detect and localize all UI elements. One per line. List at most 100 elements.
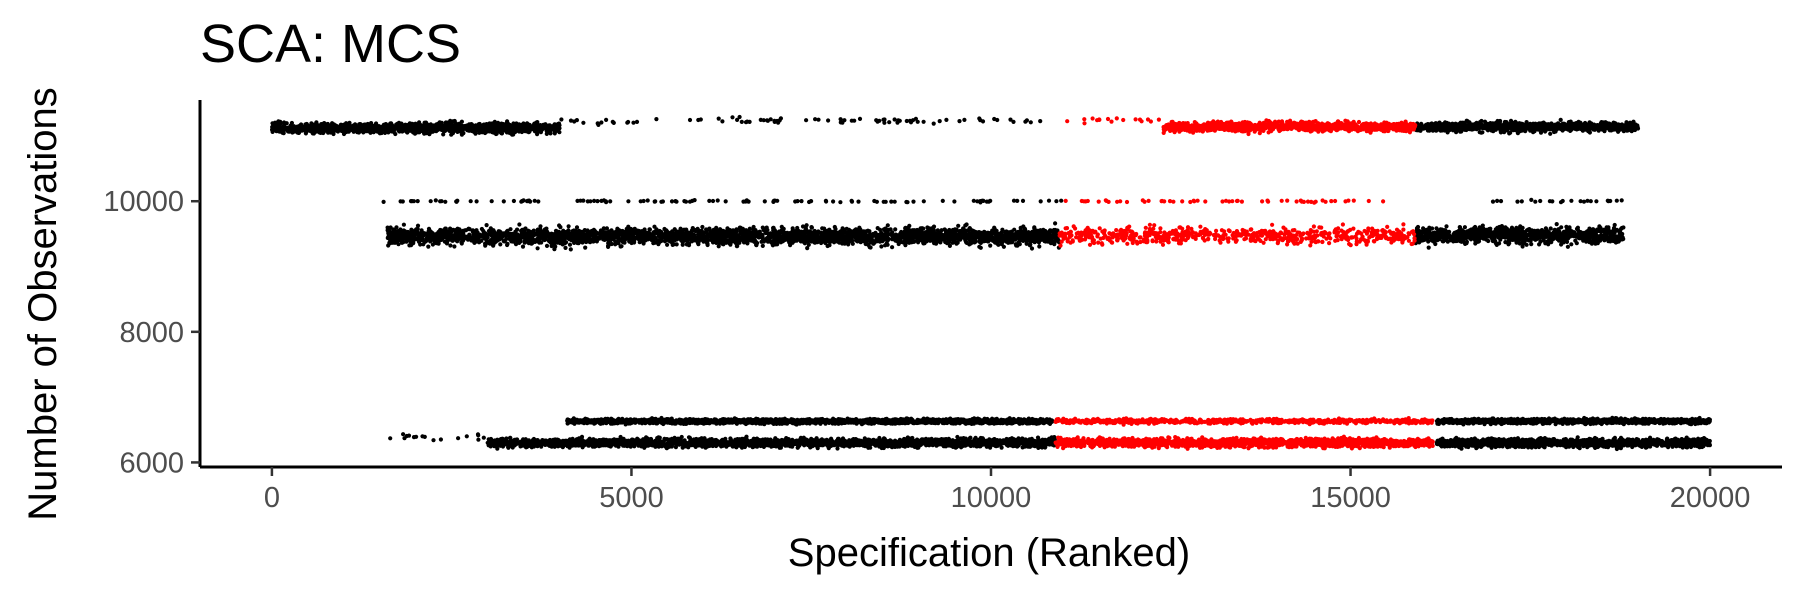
data-point — [596, 122, 601, 127]
data-point — [916, 238, 921, 243]
data-point — [1464, 124, 1469, 129]
data-point — [453, 126, 459, 131]
data-point — [1499, 126, 1504, 132]
data-point — [347, 120, 352, 125]
data-point — [1417, 127, 1422, 132]
data-point — [559, 117, 564, 122]
data-point — [436, 121, 441, 126]
data-point — [509, 239, 514, 244]
data-point — [819, 231, 824, 237]
data-point — [497, 125, 502, 130]
data-point — [472, 124, 477, 129]
data-point — [887, 120, 892, 125]
data-point — [1001, 244, 1007, 249]
data-point — [1631, 119, 1636, 124]
data-point — [458, 124, 463, 129]
data-point — [535, 120, 540, 125]
data-point — [407, 243, 412, 248]
data-point — [1598, 122, 1603, 127]
data-point — [417, 129, 422, 134]
data-point — [394, 124, 399, 129]
data-point — [324, 126, 329, 131]
data-point — [1446, 128, 1451, 133]
data-point — [433, 126, 438, 131]
y-axis-label: Number of Observations — [21, 87, 65, 521]
data-point — [476, 124, 481, 129]
data-point — [481, 128, 486, 133]
data-point — [558, 225, 563, 230]
data-point — [845, 239, 850, 244]
data-point — [838, 117, 843, 122]
data-point — [552, 123, 557, 128]
data-point — [641, 241, 646, 246]
data-point — [720, 119, 725, 124]
data-point — [896, 118, 901, 123]
data-point — [1053, 221, 1058, 226]
data-point — [1014, 243, 1019, 248]
data-point — [1568, 128, 1573, 133]
data-point — [355, 130, 360, 135]
data-point — [452, 244, 457, 249]
data-point — [1568, 119, 1573, 124]
data-point — [988, 243, 993, 248]
data-point — [687, 117, 693, 123]
data-point — [520, 244, 526, 249]
data-point — [446, 123, 451, 128]
data-point — [665, 242, 670, 247]
data-point — [1527, 124, 1532, 129]
data-point — [574, 225, 580, 230]
data-point — [977, 116, 982, 121]
data-point — [717, 228, 722, 233]
data-point — [1602, 129, 1607, 134]
data-point — [977, 244, 982, 249]
data-point — [428, 126, 433, 131]
data-point — [820, 226, 825, 231]
data-point — [1470, 124, 1475, 129]
data-point — [1439, 128, 1444, 133]
data-point — [1550, 127, 1555, 132]
data-point — [730, 115, 735, 120]
data-point — [1585, 125, 1590, 130]
data-point — [441, 132, 446, 137]
data-point — [634, 119, 640, 124]
data-point — [1016, 229, 1021, 234]
data-point — [535, 132, 540, 137]
data-point — [490, 125, 496, 130]
data-point — [662, 239, 668, 244]
data-point — [416, 239, 422, 244]
data-point — [350, 125, 355, 130]
data-point — [563, 245, 568, 250]
data-point — [1540, 125, 1545, 130]
data-point — [790, 226, 795, 231]
data-point — [826, 239, 831, 244]
data-point — [849, 118, 854, 123]
data-point — [772, 118, 777, 123]
data-point — [1491, 128, 1496, 133]
data-point — [426, 244, 431, 249]
data-point — [305, 123, 310, 128]
data-point — [535, 236, 540, 242]
data-point — [1504, 124, 1509, 129]
data-point — [314, 120, 319, 125]
data-point — [591, 239, 596, 244]
data-point — [529, 241, 534, 246]
data-point — [1563, 126, 1568, 131]
data-point — [1024, 232, 1029, 237]
data-point — [519, 228, 524, 233]
data-point — [906, 225, 911, 230]
x-axis-label: Specification (Ranked) — [788, 531, 1190, 575]
data-point — [508, 227, 513, 232]
data-point — [608, 238, 613, 243]
data-point — [952, 239, 957, 244]
data-point — [669, 240, 675, 245]
data-point — [853, 238, 859, 243]
data-point — [517, 125, 522, 130]
data-point — [698, 117, 703, 122]
data-point — [573, 236, 578, 241]
data-point — [289, 129, 294, 134]
data-point — [531, 237, 536, 242]
data-point — [459, 241, 464, 246]
data-point — [498, 242, 503, 247]
data-point — [758, 117, 763, 122]
